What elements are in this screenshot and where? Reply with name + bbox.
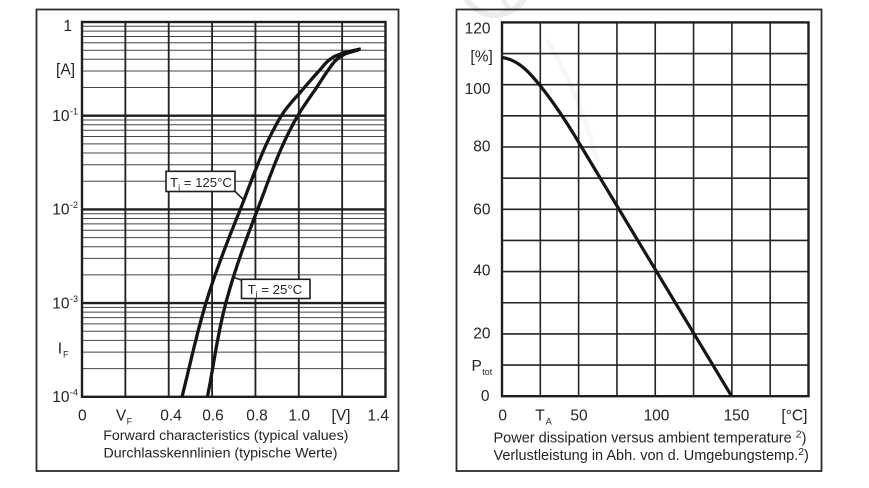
svg-text:Forward characteristics (typic: Forward characteristics (typical values) [103,428,348,444]
svg-text:0: 0 [78,408,87,425]
svg-text:Tj = 25°C: Tj = 25°C [248,282,303,300]
svg-text:-2: -2 [70,200,78,210]
svg-text:T: T [535,408,545,425]
svg-text:F: F [63,350,69,360]
svg-text:80: 80 [473,139,491,156]
svg-text:40: 40 [473,263,491,280]
svg-text:[°C]: [°C] [781,408,807,425]
svg-text:-1: -1 [70,107,78,117]
svg-text:Power dissipation versus ambie: Power dissipation versus ambient tempera… [494,429,807,447]
svg-text:1.4: 1.4 [367,408,389,425]
svg-text:0.4: 0.4 [160,408,182,425]
svg-text:I: I [58,340,62,357]
svg-text:10: 10 [52,389,70,406]
svg-text:10: 10 [52,295,70,312]
svg-text:F: F [127,417,133,427]
svg-text:0: 0 [498,408,507,425]
svg-text:50: 50 [570,408,588,425]
svg-text:-3: -3 [70,294,78,304]
svg-text:Tj = 125°C: Tj = 125°C [170,175,232,193]
svg-text:20: 20 [473,326,491,343]
svg-text:-4: -4 [70,388,78,398]
svg-text:150: 150 [724,408,750,425]
svg-text:A: A [546,417,552,427]
svg-text:100: 100 [644,408,670,425]
svg-text:tot: tot [482,367,493,377]
svg-text:100: 100 [465,81,491,98]
svg-text:10: 10 [52,202,70,219]
svg-text:0: 0 [481,388,490,405]
svg-text:[%]: [%] [470,49,492,66]
svg-text:60: 60 [473,202,491,219]
svg-text:0.6: 0.6 [202,408,224,425]
svg-text:10: 10 [52,108,70,125]
svg-text:[V]: [V] [332,408,351,425]
svg-text:V: V [116,408,127,425]
svg-text:Durchlasskennlinien (typische: Durchlasskennlinien (typische Werte) [104,445,338,461]
svg-text:Verlustleistung in Abh. von d.: Verlustleistung in Abh. von d. Umgebungs… [494,446,809,464]
svg-text:1: 1 [63,18,72,35]
svg-text:P: P [471,358,481,375]
svg-text:120: 120 [465,21,491,38]
svg-text:1.0: 1.0 [288,408,310,425]
svg-text:[A]: [A] [56,61,75,78]
svg-text:0.8: 0.8 [246,408,268,425]
